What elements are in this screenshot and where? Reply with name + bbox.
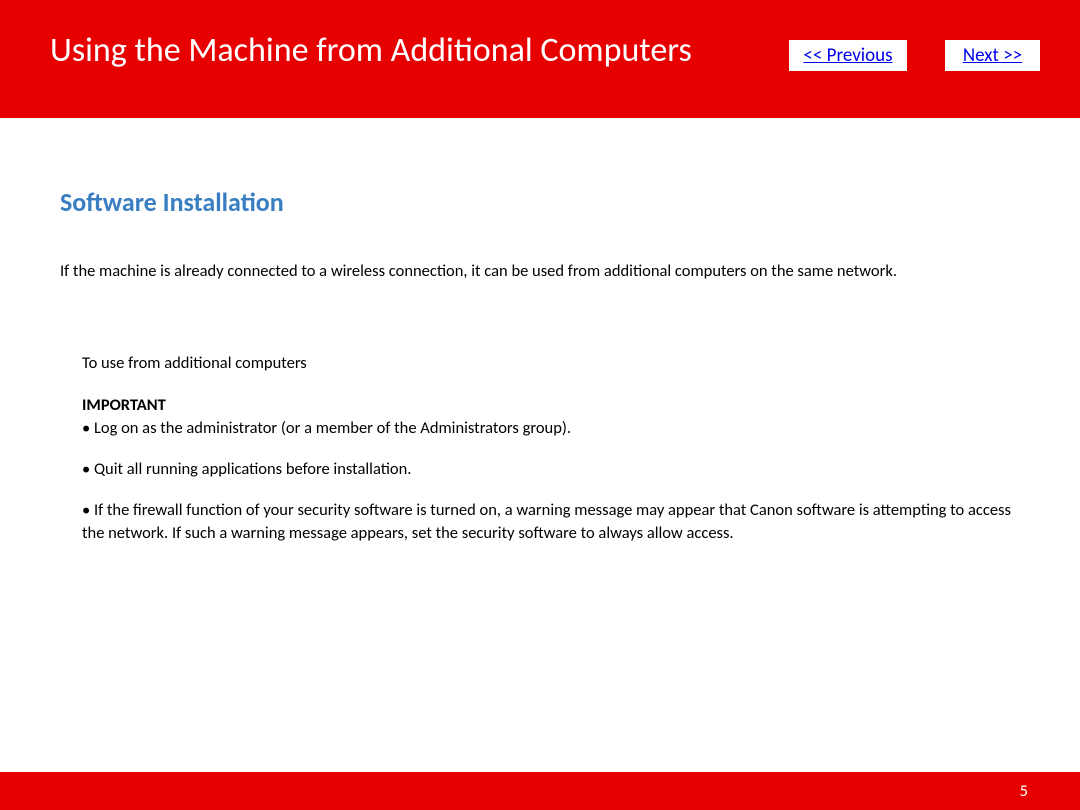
intro-text: If the machine is already connected to a… [60, 260, 1020, 283]
header-bar: Using the Machine from Additional Comput… [0, 0, 1080, 118]
footer-bar: 5 [0, 772, 1080, 810]
subsection-title: To use from additional computers [82, 353, 1020, 373]
bullet-item: • Log on as the administrator (or a memb… [82, 417, 1020, 440]
page-number: 5 [1020, 781, 1028, 801]
section-heading: Software Installation [60, 186, 1020, 218]
bullet-item: • If the firewall function of your secur… [82, 499, 1020, 545]
nav-button-group: << Previous Next >> [789, 40, 1040, 71]
subsection: To use from additional computers IMPORTA… [60, 353, 1020, 545]
bullet-item: • Quit all running applications before i… [82, 458, 1020, 481]
previous-button[interactable]: << Previous [789, 40, 907, 71]
page-title: Using the Machine from Additional Comput… [50, 30, 692, 71]
next-button[interactable]: Next >> [945, 40, 1040, 71]
content-area: Software Installation If the machine is … [0, 118, 1080, 545]
important-label: IMPORTANT [82, 395, 1020, 415]
